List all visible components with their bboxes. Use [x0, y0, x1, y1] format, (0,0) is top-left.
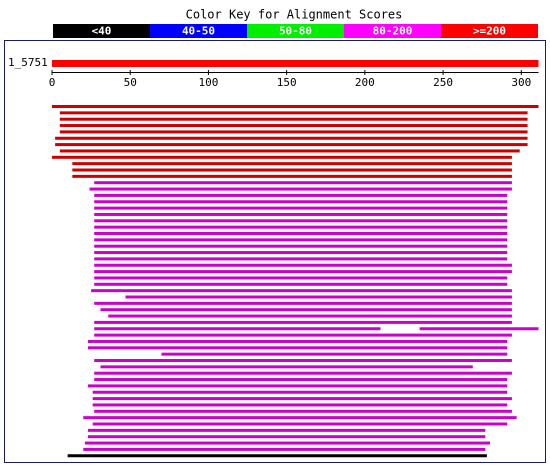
alignment-bar	[87, 384, 508, 388]
key-swatch	[53, 24, 150, 38]
alignment-bar	[419, 327, 539, 331]
alignment-bar	[100, 308, 512, 312]
key-swatch	[247, 24, 344, 38]
alignment-bar	[94, 333, 512, 337]
x-tick-label: 150	[277, 76, 297, 89]
x-tick-label: 100	[198, 76, 218, 89]
alignment-bar	[59, 124, 528, 128]
alignment-bar	[92, 422, 508, 426]
alignment-bar	[108, 314, 512, 318]
alignment-bar	[94, 270, 512, 274]
alignment-bar	[94, 206, 508, 210]
alignment-bar	[94, 232, 508, 235]
alignment-bar	[52, 155, 512, 159]
x-tick-label: 200	[355, 76, 375, 89]
alignment-bar	[94, 327, 381, 331]
query-label: 1_5751	[8, 56, 48, 69]
alignment-bar	[52, 105, 539, 108]
key-title: Color Key for Alignment Scores	[186, 8, 403, 22]
alignment-bar	[94, 276, 508, 280]
x-tick-label: 0	[49, 76, 56, 89]
alignment-bar	[94, 409, 512, 413]
key-swatch	[441, 24, 538, 38]
alignment-bar	[91, 289, 512, 293]
alignment-bar	[94, 244, 508, 248]
alignment-bar	[59, 149, 520, 153]
alignment-bar	[59, 130, 528, 134]
alignment-bar	[94, 219, 508, 223]
alignment-bar	[100, 365, 473, 369]
x-tick-label: 250	[433, 76, 453, 89]
alignment-bar	[94, 225, 508, 229]
alignment-bar	[55, 136, 528, 140]
alignment-bar	[94, 378, 508, 382]
alignment-bar	[94, 301, 512, 305]
alignment-bar	[67, 454, 487, 458]
alignment-bar	[94, 320, 512, 324]
alignment-bar	[72, 162, 512, 166]
alignment-bar	[161, 352, 508, 356]
alignment-bar	[87, 339, 508, 343]
alignment-bar	[55, 143, 528, 147]
alignment-bar	[94, 257, 508, 261]
alignment-bar	[92, 397, 512, 401]
key-swatch	[344, 24, 441, 38]
alignment-bar	[94, 359, 512, 362]
alignment-bar	[94, 181, 512, 185]
alignment-bar	[94, 371, 512, 375]
alignment-bar	[84, 441, 491, 445]
alignment-bar	[94, 200, 508, 204]
x-tick-label: 300	[511, 76, 531, 89]
frame	[4, 40, 546, 463]
alignment-bar	[59, 111, 528, 115]
alignment-bar	[94, 238, 508, 242]
alignment-bar	[94, 263, 512, 267]
alignment-bar	[94, 282, 508, 286]
alignment-bar	[83, 447, 486, 451]
alignment-bar	[87, 435, 486, 439]
key-label: <40	[92, 25, 112, 38]
alignment-bar	[94, 212, 508, 216]
key-label: 80-200	[373, 25, 413, 38]
x-tick-label: 50	[124, 76, 137, 89]
alignment-bar	[87, 428, 486, 432]
alignment-bar	[94, 251, 508, 255]
alignment-bar	[125, 295, 512, 299]
alignment-bar	[83, 416, 517, 420]
key-label: 50-80	[279, 25, 312, 38]
alignment-bar	[94, 193, 508, 197]
key-swatch	[150, 24, 247, 38]
query-bar	[52, 60, 539, 67]
alignment-bar	[59, 117, 528, 121]
alignment-bar	[72, 168, 512, 172]
alignment-bar	[92, 403, 508, 407]
key-label: 40-50	[182, 25, 215, 38]
alignment-bar	[92, 390, 508, 394]
alignment-bar	[72, 174, 512, 178]
key-label: >=200	[473, 25, 506, 38]
alignment-bar	[89, 187, 512, 191]
alignment-bar	[87, 346, 508, 350]
